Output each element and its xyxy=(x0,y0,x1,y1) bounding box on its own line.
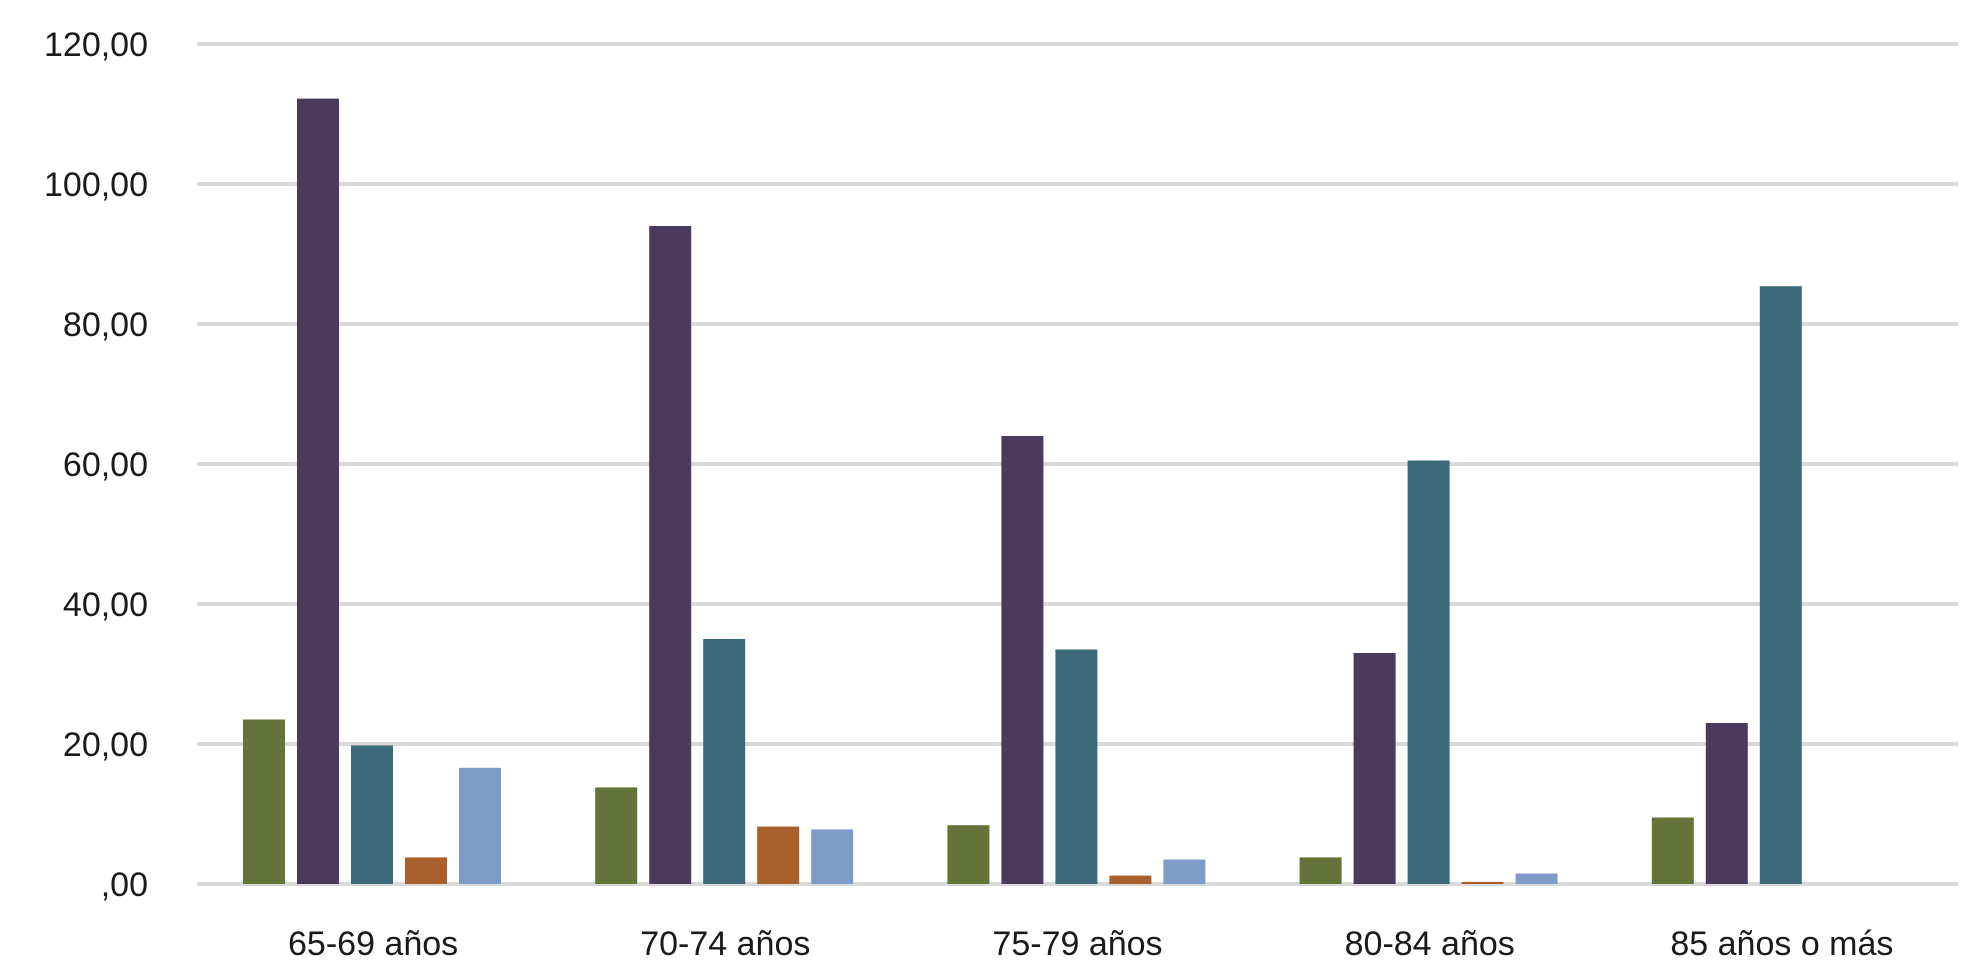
bar xyxy=(1055,649,1098,884)
y-tick-label: 40,00 xyxy=(63,586,148,624)
bar xyxy=(1515,873,1558,884)
y-tick-label: 20,00 xyxy=(63,726,148,764)
bar xyxy=(1705,723,1748,884)
y-tick-label: 60,00 xyxy=(63,446,148,484)
bar xyxy=(351,745,393,884)
bar xyxy=(811,829,854,884)
bar xyxy=(757,826,800,884)
bar xyxy=(1651,817,1694,884)
y-tick-label: 100,00 xyxy=(44,166,148,204)
y-tick-label: 120,00 xyxy=(44,26,148,64)
x-category-label: 80-84 años xyxy=(1345,925,1515,963)
bars xyxy=(243,98,1802,885)
bar xyxy=(595,787,638,884)
bar xyxy=(459,767,501,884)
bar xyxy=(297,98,339,885)
bar xyxy=(1163,859,1206,884)
bar xyxy=(703,639,746,884)
bar xyxy=(1407,460,1450,884)
x-axis-categories: 65-69 años 70-74 años 75-79 años 80-84 años… xyxy=(288,925,1893,963)
y-axis-ticks: 120,00 100,00 80,00 60,00 40,00 20,00 ,00 xyxy=(44,26,148,904)
bar xyxy=(243,719,285,884)
bar xyxy=(1759,286,1802,884)
x-category-label: 65-69 años xyxy=(288,925,458,963)
y-tick-label: ,00 xyxy=(101,866,148,904)
bar xyxy=(1353,653,1396,884)
bar xyxy=(1299,857,1342,884)
x-category-label: 75-79 años xyxy=(992,925,1162,963)
x-category-label: 85 años o más xyxy=(1670,925,1893,963)
bar xyxy=(649,226,692,884)
x-category-label: 70-74 años xyxy=(640,925,810,963)
bar xyxy=(1001,436,1044,884)
bar xyxy=(1461,881,1504,884)
bar xyxy=(947,825,990,884)
y-tick-label: 80,00 xyxy=(63,306,148,344)
bar xyxy=(1109,875,1152,884)
bar xyxy=(405,857,447,884)
